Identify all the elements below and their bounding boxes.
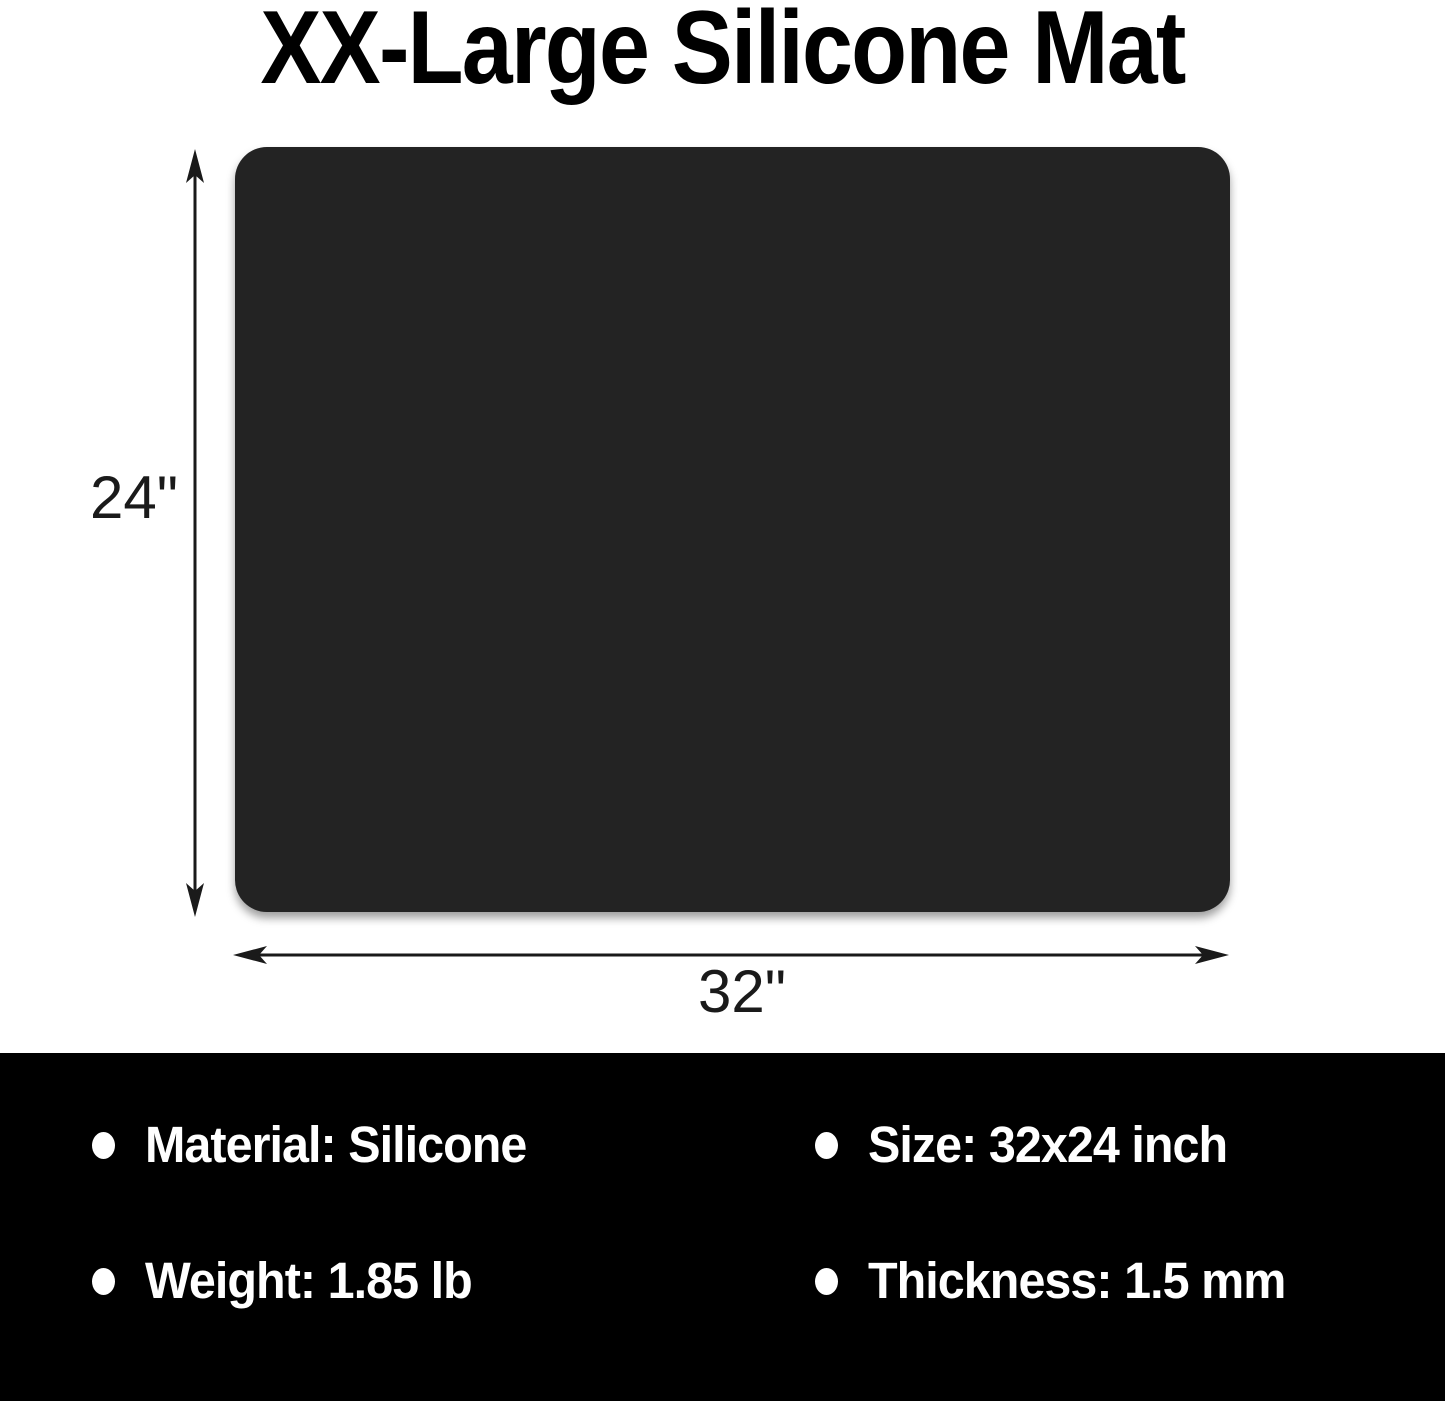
silicone-mat-image — [235, 147, 1230, 912]
spec-item-weight: Weight: 1.85 lb — [0, 1251, 723, 1309]
bullet-icon — [92, 1267, 115, 1295]
spec-label-size: Size: 32x24 inch — [867, 1115, 1228, 1173]
width-label: 32" — [697, 958, 787, 1025]
page-title: XX-Large Silicone Mat — [260, 0, 1186, 106]
height-label: 24" — [89, 464, 179, 531]
spec-item-thickness: Thickness: 1.5 mm — [723, 1251, 1445, 1309]
spec-label-material: Material: Silicone — [145, 1115, 527, 1173]
bullet-icon — [814, 1131, 838, 1159]
specs-panel: Material: Silicone Size: 32x24 inch Weig… — [0, 1053, 1445, 1401]
spec-label-weight: Weight: 1.85 lb — [145, 1251, 473, 1309]
spec-item-material: Material: Silicone — [0, 1115, 723, 1173]
spec-label-thickness: Thickness: 1.5 mm — [867, 1251, 1286, 1309]
bullet-icon — [814, 1267, 838, 1295]
width-dimension-arrow-icon — [233, 946, 1229, 964]
height-dimension-arrow-icon — [186, 149, 204, 917]
bullet-icon — [92, 1131, 115, 1159]
spec-item-size: Size: 32x24 inch — [723, 1115, 1445, 1173]
